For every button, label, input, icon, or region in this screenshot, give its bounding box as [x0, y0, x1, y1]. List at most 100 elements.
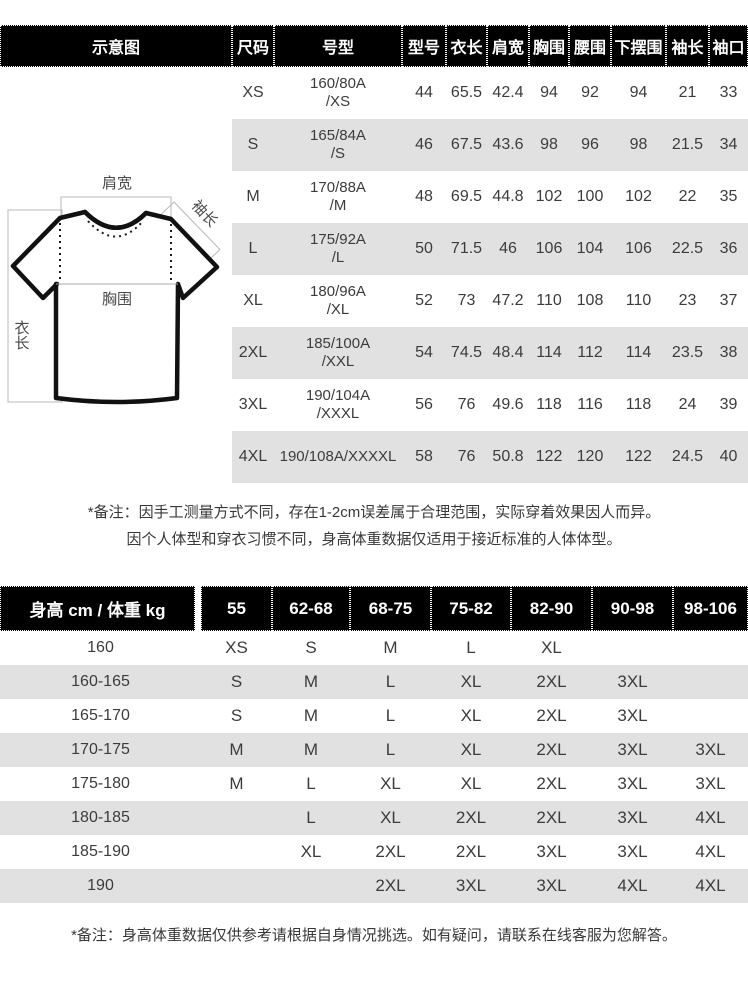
value-cell: 118 [536, 396, 562, 413]
value-cell: 96 [581, 136, 599, 153]
col-header-cuff: 袖口 [709, 25, 748, 67]
fit-size-cell: M [303, 672, 319, 691]
size-cell: M [246, 188, 260, 205]
value-cell: 22 [678, 188, 697, 205]
model-cell: 185/100A /XXL [305, 335, 371, 370]
fit-size-cell: 2XL [455, 808, 487, 827]
fit-size-cell [272, 869, 350, 903]
value-cell: 122 [625, 448, 652, 465]
header-gap [195, 586, 201, 631]
weight-col-header: 98-106 [673, 586, 748, 631]
value-cell: 102 [535, 188, 563, 205]
sleeve-length-label: 袖长 [188, 197, 221, 231]
value-cell: 54 [415, 344, 433, 361]
value-cell: 52 [415, 292, 433, 309]
fit-size-cell [201, 801, 272, 835]
height-cell: 190 [87, 877, 114, 894]
fit-size-cell: 4XL [695, 876, 726, 895]
fit-size-cell: 2XL [536, 740, 567, 759]
value-cell: 38 [719, 344, 738, 361]
value-cell: 46 [499, 240, 517, 257]
value-cell: 106 [625, 240, 652, 257]
value-cell: 114 [536, 344, 562, 361]
value-cell: 118 [625, 396, 652, 413]
measurement-notes: *备注：因手工测量方式不同，存在1-2cm误差属于合理范围，实际穿着效果因人而异… [0, 499, 748, 553]
value-cell: 42.4 [492, 84, 524, 101]
fit-size-cell: 3XL [617, 672, 648, 691]
value-cell: 94 [629, 84, 648, 101]
fit-size-cell: 3XL [536, 842, 567, 861]
fit-row-175-180: 175-180 M L XL XL 2XL 3XL 3XL [0, 767, 748, 801]
weight-col-header: 82-90 [511, 586, 592, 631]
col-header-waist: 腰围 [569, 25, 611, 67]
value-cell: 46 [415, 136, 433, 153]
value-cell: 74.5 [450, 344, 483, 361]
value-cell: 40 [719, 448, 738, 465]
fit-size-cell: S [230, 672, 243, 691]
table-row-4xl: 4XL 190/108A/XXXXL 58 76 50.8 122 120 12… [232, 431, 748, 483]
model-cell: 175/92A /L [310, 231, 366, 266]
value-cell: 35 [719, 188, 738, 205]
fit-row-185-190: 185-190 XL 2XL 2XL 3XL 3XL 4XL [0, 835, 748, 869]
fit-size-cell: M [303, 740, 319, 759]
fit-row-160: 160 XS S M L XL [0, 631, 748, 665]
value-cell: 112 [577, 344, 603, 361]
fit-row-165-170: 165-170 S M L XL 2XL 3XL [0, 699, 748, 733]
value-cell: 24 [678, 396, 697, 413]
fit-row-180-185: 180-185 L XL 2XL 2XL 3XL 4XL [0, 801, 748, 835]
fit-size-cell: XL [380, 774, 401, 793]
value-cell: 24.5 [671, 448, 704, 465]
value-cell: 48 [415, 188, 433, 205]
fit-size-cell: 2XL [375, 842, 406, 861]
value-cell: 102 [625, 188, 652, 205]
value-cell: 58 [415, 448, 433, 465]
model-cell: 160/80A /XS [310, 75, 366, 110]
fit-table: 身高 cm / 体重 kg 55 62-68 68-75 75-82 82-90… [0, 586, 748, 903]
fit-row-160-165: 160-165 S M L XL 2XL 3XL [0, 665, 748, 699]
fit-size-cell: L [306, 808, 316, 827]
fit-size-cell: 3XL [617, 842, 648, 861]
fit-size-cell: 3XL [617, 774, 648, 793]
weight-col-header: 90-98 [592, 586, 673, 631]
model-cell: 190/108A/XXXXL [279, 448, 397, 465]
tshirt-diagram-svg: 肩宽 胸围 衣长 袖长 [7, 175, 221, 405]
value-cell: 47.2 [492, 292, 524, 309]
weight-col-header: 62-68 [272, 586, 350, 631]
value-cell: 44 [415, 84, 433, 101]
col-header-type: 型号 [402, 25, 446, 67]
size-cell: S [247, 136, 259, 153]
value-cell: 76 [457, 448, 476, 465]
fit-size-cell: L [385, 706, 396, 725]
fit-size-cell: XS [225, 638, 248, 657]
fit-size-cell [201, 835, 272, 869]
value-cell: 98 [629, 136, 648, 153]
fit-size-cell: S [230, 706, 243, 725]
size-rows: XS 160/80A /XS 44 65.5 42.4 94 92 94 21 … [232, 67, 748, 483]
fit-size-cell: L [385, 740, 396, 759]
fit-size-cell: M [229, 740, 244, 759]
value-cell: 21 [678, 84, 697, 101]
fit-size-cell: 4XL [695, 808, 726, 827]
fit-size-cell: XL [460, 740, 482, 759]
value-cell: 98 [540, 136, 558, 153]
fit-size-cell [592, 631, 673, 665]
table-row-s: S 165/84A /S 46 67.5 43.6 98 96 98 21.5 … [232, 119, 748, 171]
fit-size-cell: 3XL [617, 706, 648, 725]
table-row-m: M 170/88A /M 48 69.5 44.8 102 100 102 22… [232, 171, 748, 223]
weight-col-header: 68-75 [350, 586, 431, 631]
value-cell: 36 [719, 240, 738, 257]
fit-size-cell: 3XL [617, 808, 648, 827]
value-cell: 110 [625, 292, 652, 309]
fit-size-cell: XL [460, 672, 482, 691]
fit-size-cell: XL [300, 842, 322, 861]
size-cell: 2XL [238, 344, 268, 361]
fit-size-cell: 3XL [695, 774, 726, 793]
model-cell: 190/104A /XXXL [305, 387, 371, 422]
col-header-shoulder: 肩宽 [487, 25, 529, 67]
fit-size-cell: 3XL [536, 876, 567, 895]
value-cell: 49.6 [492, 396, 524, 413]
fit-table-header: 身高 cm / 体重 kg 55 62-68 68-75 75-82 82-90… [0, 586, 748, 631]
value-cell: 23.5 [671, 344, 704, 361]
fit-row-190: 190 2XL 3XL 3XL 4XL 4XL [0, 869, 748, 903]
fit-size-cell: 2XL [536, 808, 567, 827]
